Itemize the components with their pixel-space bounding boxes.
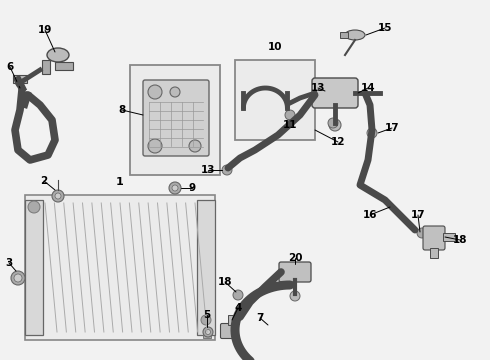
Circle shape [203, 327, 213, 337]
Text: 10: 10 [268, 42, 282, 52]
Text: 3: 3 [5, 258, 13, 268]
Text: 18: 18 [218, 277, 232, 287]
Ellipse shape [47, 48, 69, 62]
Text: 6: 6 [6, 62, 14, 72]
FancyBboxPatch shape [312, 78, 358, 108]
Text: 12: 12 [331, 137, 345, 147]
Bar [25, 195, 215, 340]
Ellipse shape [345, 30, 365, 40]
Bar [197, 200, 215, 335]
Bar [25, 200, 43, 335]
Bar [443, 233, 455, 241]
Text: 15: 15 [378, 23, 392, 33]
Text: 1: 1 [116, 177, 124, 187]
Text: 7: 7 [256, 313, 264, 323]
FancyBboxPatch shape [279, 262, 311, 282]
Circle shape [28, 201, 40, 213]
Circle shape [205, 329, 211, 334]
Circle shape [290, 291, 300, 301]
Text: 19: 19 [38, 25, 52, 35]
Text: 13: 13 [201, 165, 215, 175]
Text: 14: 14 [361, 83, 375, 93]
Bar [55, 62, 73, 70]
Bar [130, 65, 220, 175]
Bar [228, 315, 234, 325]
Circle shape [329, 119, 341, 131]
Text: 8: 8 [119, 105, 125, 115]
Circle shape [201, 315, 211, 325]
Text: 4: 4 [234, 303, 242, 313]
Circle shape [11, 271, 25, 285]
Text: 5: 5 [203, 310, 211, 320]
Bar [13, 75, 27, 83]
Circle shape [148, 85, 162, 99]
Circle shape [169, 182, 181, 194]
Circle shape [172, 185, 178, 191]
Circle shape [367, 128, 377, 138]
Circle shape [14, 274, 22, 282]
Bar [235, 60, 315, 140]
FancyBboxPatch shape [143, 80, 209, 156]
Bar [203, 332, 211, 338]
FancyBboxPatch shape [423, 226, 445, 250]
Circle shape [148, 139, 162, 153]
Text: 16: 16 [363, 210, 377, 220]
Text: 9: 9 [189, 183, 196, 193]
Text: 17: 17 [411, 210, 425, 220]
Text: 13: 13 [311, 83, 325, 93]
Circle shape [52, 190, 64, 202]
Circle shape [233, 290, 243, 300]
Bar [430, 248, 438, 258]
Bar [42, 60, 50, 74]
Bar [340, 32, 348, 38]
Circle shape [189, 140, 201, 152]
Circle shape [55, 193, 61, 199]
Text: 2: 2 [40, 176, 48, 186]
Circle shape [222, 165, 232, 175]
Text: 18: 18 [453, 235, 467, 245]
Circle shape [417, 228, 427, 238]
Text: 17: 17 [385, 123, 399, 133]
FancyBboxPatch shape [220, 324, 238, 338]
Text: 20: 20 [288, 253, 302, 263]
Text: 11: 11 [283, 120, 297, 130]
Circle shape [285, 110, 295, 120]
Circle shape [328, 118, 338, 128]
Circle shape [170, 87, 180, 97]
